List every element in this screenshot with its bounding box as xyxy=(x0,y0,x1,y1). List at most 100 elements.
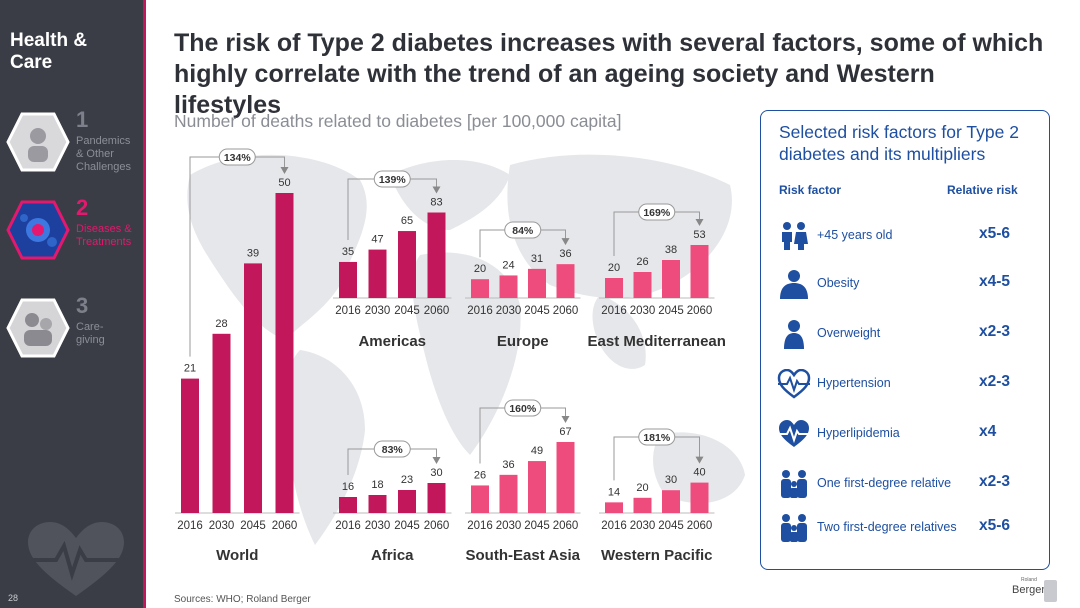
bar xyxy=(471,485,489,513)
chart-title: Europe xyxy=(497,333,549,350)
chart-title: East Mediterranean xyxy=(588,333,726,350)
growth-label: 83% xyxy=(382,444,404,456)
x-tick-label: 2060 xyxy=(687,520,713,532)
bar xyxy=(690,482,709,513)
bar-value-label: 39 xyxy=(247,247,259,259)
bar-value-label: 53 xyxy=(693,229,705,241)
risk-row: Hypertension x2-3 xyxy=(761,367,1049,401)
growth-arrow-icon xyxy=(561,415,570,423)
x-tick-label: 2060 xyxy=(424,520,450,532)
risk-row: Obesity x4-5 xyxy=(761,267,1049,301)
growth-label: 139% xyxy=(379,174,407,186)
bar xyxy=(528,268,546,298)
chart-title: South-East Asia xyxy=(466,547,581,564)
chart-title: World xyxy=(216,547,258,564)
bar-value-label: 30 xyxy=(665,474,677,486)
heartbeat-icon xyxy=(777,369,811,399)
bar-value-label: 47 xyxy=(371,234,383,246)
bar xyxy=(633,497,652,513)
bar-value-label: 31 xyxy=(531,253,543,265)
growth-label: 181% xyxy=(643,432,671,444)
bar xyxy=(244,263,262,513)
x-tick-label: 2060 xyxy=(424,305,450,317)
bar-value-label: 30 xyxy=(430,467,442,479)
nav-item-diseases[interactable]: 2 Diseases & Treatments xyxy=(6,195,141,278)
relative-risk-header: Relative risk xyxy=(947,183,1018,197)
bar xyxy=(339,261,357,298)
bar-value-label: 23 xyxy=(401,474,413,486)
bar-value-label: 20 xyxy=(608,262,620,274)
x-tick-label: 2030 xyxy=(630,520,656,532)
page-number: 28 xyxy=(8,593,19,603)
sources-note: Sources: WHO; Roland Berger xyxy=(174,594,311,605)
person-icon xyxy=(784,320,804,349)
bar xyxy=(427,212,446,298)
obese-person-icon xyxy=(780,270,808,299)
risk-value: x5-6 xyxy=(979,225,1011,242)
bar-value-label: 21 xyxy=(184,363,196,375)
bar xyxy=(690,245,709,298)
bar xyxy=(398,490,416,513)
x-tick-label: 2016 xyxy=(601,305,627,317)
risk-label: Hypertension xyxy=(817,376,891,390)
risk-row: Hyperlipidemia x4 xyxy=(761,417,1049,451)
risk-label: Overweight xyxy=(817,326,881,340)
growth-badge xyxy=(504,221,542,239)
bar-value-label: 14 xyxy=(608,486,620,498)
bar-value-label: 26 xyxy=(474,469,486,481)
nav-item-caregiving[interactable]: 3 Care- giving xyxy=(6,293,141,376)
bar xyxy=(556,264,575,298)
page-title: The risk of Type 2 diabetes increases wi… xyxy=(174,29,1044,119)
bar xyxy=(275,193,294,513)
growth-label: 84% xyxy=(512,225,534,237)
x-tick-label: 2016 xyxy=(467,520,493,532)
x-tick-label: 2060 xyxy=(687,305,713,317)
nav-label: Pandemics & Other Challenges xyxy=(76,135,132,173)
bar-value-label: 36 xyxy=(502,459,514,471)
diabetes-charts: 212016282030392045502060134%World3520164… xyxy=(175,148,726,564)
x-tick-label: 2045 xyxy=(658,305,684,317)
brand-logo-icon xyxy=(1044,580,1057,602)
caregiving-thumbnail-icon xyxy=(6,298,70,358)
nav-number: 1 xyxy=(76,107,89,132)
nav-number: 3 xyxy=(76,293,89,318)
growth-arrow-icon xyxy=(695,219,704,226)
virus-thumbnail-icon xyxy=(6,200,70,260)
nav-item-pandemics[interactable]: 1 Pandemics & Other Challenges xyxy=(6,107,141,190)
growth-bracket xyxy=(347,178,437,240)
risk-value: x2-3 xyxy=(979,373,1011,390)
growth-badge xyxy=(373,170,411,188)
x-tick-label: 2045 xyxy=(394,520,420,532)
bar xyxy=(368,495,387,513)
growth-arrow-icon xyxy=(280,167,289,174)
heart-pulse-decor-icon xyxy=(28,522,124,596)
risk-label: +45 years old xyxy=(817,228,893,242)
risk-row: Two first-degree relatives x5-6 xyxy=(761,511,1049,545)
bar-value-label: 35 xyxy=(342,246,354,258)
risk-value: x5-6 xyxy=(979,517,1011,534)
x-tick-label: 2045 xyxy=(658,520,684,532)
risk-factor-header: Risk factor xyxy=(779,183,842,197)
bar-value-label: 36 xyxy=(559,248,571,260)
logo-text: Berger xyxy=(1012,584,1046,596)
bar xyxy=(181,378,199,513)
risk-row: One first-degree relative x2-3 xyxy=(761,467,1049,501)
chart-title: Africa xyxy=(371,547,414,564)
bar xyxy=(662,260,680,298)
nav-label: Care- giving xyxy=(76,321,105,346)
bar xyxy=(499,474,518,513)
chart-title: Western Pacific xyxy=(601,547,712,564)
risk-value: x4-5 xyxy=(979,273,1011,290)
bar-value-label: 20 xyxy=(636,482,648,494)
x-tick-label: 2060 xyxy=(553,305,579,317)
x-tick-label: 2030 xyxy=(209,520,235,532)
growth-label: 169% xyxy=(643,207,671,219)
risk-value: x2-3 xyxy=(979,323,1011,340)
bar-value-label: 16 xyxy=(342,481,354,493)
growth-badge xyxy=(504,399,542,417)
x-tick-label: 2016 xyxy=(335,520,361,532)
risk-panel-title: Selected risk factors for Type 2 diabete… xyxy=(779,122,1019,164)
risk-factor-panel: Selected risk factors for Type 2 diabete… xyxy=(760,110,1050,570)
growth-arrow-icon xyxy=(561,238,570,246)
x-tick-label: 2045 xyxy=(394,305,420,317)
